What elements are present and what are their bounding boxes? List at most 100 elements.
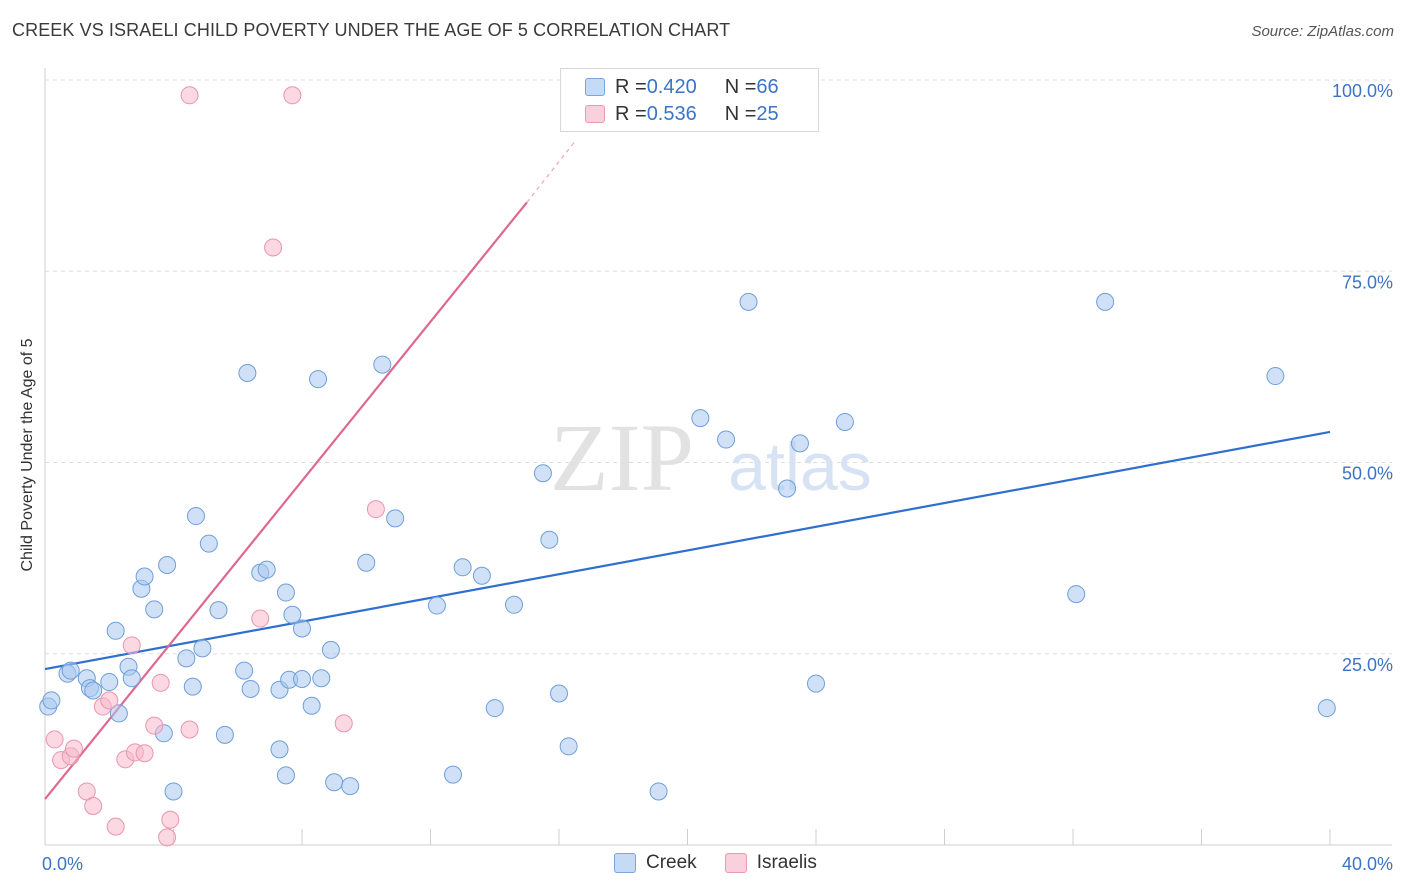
trend-line-creek — [44, 430, 1331, 671]
data-point — [293, 619, 311, 638]
data-point — [366, 500, 385, 519]
data-point — [302, 696, 321, 715]
data-point — [309, 370, 328, 389]
legend-label-creek: Creek — [646, 852, 697, 873]
data-point — [106, 817, 125, 836]
data-point — [453, 558, 472, 577]
data-point — [283, 86, 302, 105]
watermark: ZIP atlas — [550, 404, 872, 511]
data-point — [64, 739, 83, 758]
data-point — [84, 681, 103, 700]
legend-n-label: N = — [724, 102, 757, 125]
legend-label-israelis: Israelis — [756, 852, 817, 873]
legend-swatch-israelis — [724, 853, 747, 873]
data-point — [180, 720, 199, 739]
data-point — [164, 782, 183, 801]
data-point — [122, 669, 141, 688]
trend-line-extension — [526, 140, 576, 203]
data-point — [276, 766, 295, 785]
data-point — [151, 673, 170, 692]
legend-item-israelis[interactable]: Israelis — [724, 852, 817, 874]
data-point — [257, 560, 276, 579]
x-tick-label: 40.0% — [1342, 854, 1393, 874]
trend-line-israelis — [44, 201, 528, 800]
legend-swatch-creek — [614, 853, 636, 873]
data-point — [276, 583, 295, 602]
data-point — [293, 669, 311, 688]
data-point — [312, 669, 331, 688]
data-point — [145, 716, 164, 735]
data-point — [1096, 292, 1115, 311]
data-point — [505, 595, 524, 614]
data-point — [241, 679, 260, 698]
data-point — [533, 464, 552, 483]
series-israelis — [45, 86, 385, 847]
data-point — [135, 744, 154, 763]
data-point — [739, 292, 758, 311]
legend-r-value: 0.420 — [646, 75, 697, 98]
stats-legend: R = 0.420 N = 66 R = 0.536 N = 25 — [560, 68, 819, 132]
data-point — [177, 649, 196, 668]
y-tick-label: 75.0% — [1342, 272, 1393, 292]
data-point — [199, 534, 218, 553]
data-point — [835, 412, 854, 431]
data-point — [238, 363, 257, 382]
data-point — [235, 661, 254, 680]
data-point — [1067, 585, 1086, 604]
data-point — [283, 605, 302, 624]
data-point — [325, 773, 344, 792]
data-point — [386, 509, 405, 528]
watermark-zip: ZIP — [550, 404, 694, 511]
legend-swatch-creek — [585, 78, 605, 96]
legend-n-value: 25 — [756, 102, 779, 125]
legend-r-label: R = — [615, 102, 647, 125]
data-point — [109, 704, 128, 723]
data-point — [778, 479, 797, 498]
data-point — [215, 725, 234, 744]
data-point — [158, 828, 177, 847]
data-point — [550, 684, 568, 703]
legend-r-value: 0.536 — [646, 102, 697, 125]
data-point — [1317, 699, 1336, 718]
legend-swatch-israelis — [585, 105, 605, 123]
data-point — [251, 609, 270, 628]
chart-title: CREEK VS ISRAELI CHILD POVERTY UNDER THE… — [12, 20, 731, 40]
data-point — [100, 673, 119, 692]
data-point — [193, 639, 212, 658]
data-point — [443, 765, 462, 784]
data-point — [186, 507, 205, 526]
data-point — [334, 714, 353, 733]
data-point — [472, 566, 491, 585]
data-point — [122, 636, 141, 655]
data-point — [1266, 367, 1285, 386]
data-point — [427, 596, 446, 615]
data-point — [45, 730, 64, 749]
legend-n-value: 66 — [756, 75, 779, 98]
series-creek — [39, 292, 1336, 801]
data-point — [106, 621, 125, 640]
data-point — [61, 661, 80, 680]
data-point — [264, 238, 283, 257]
y-tick-label: 50.0% — [1342, 464, 1393, 484]
legend-row-creek: R = 0.420 N = 66 — [585, 76, 779, 98]
data-point — [691, 409, 710, 428]
data-point — [180, 86, 199, 105]
data-point — [373, 355, 392, 374]
data-point — [209, 601, 228, 620]
data-point — [161, 810, 180, 829]
legend-item-creek[interactable]: Creek — [614, 852, 697, 874]
y-tick-label: 100.0% — [1332, 81, 1393, 101]
data-point — [158, 556, 177, 575]
data-point — [321, 640, 340, 659]
data-point — [135, 567, 154, 586]
data-point — [183, 677, 202, 696]
data-point — [341, 777, 360, 796]
data-point — [100, 691, 119, 710]
legend-r-label: R = — [615, 75, 647, 98]
data-point — [559, 737, 578, 756]
data-point — [145, 600, 164, 619]
data-point — [790, 434, 809, 453]
data-point — [807, 674, 825, 693]
data-point — [649, 782, 668, 801]
